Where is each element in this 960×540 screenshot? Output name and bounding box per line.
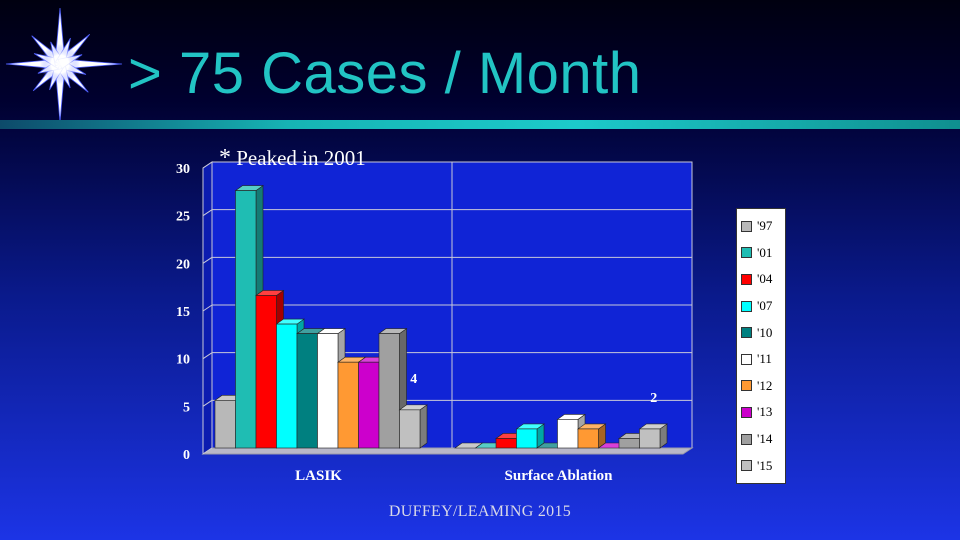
y-tick-label: 10 [176, 353, 190, 368]
annotation-text: Peaked in 2001 [236, 146, 366, 170]
y-tick-label: 20 [176, 257, 190, 272]
legend-swatch [741, 220, 752, 232]
legend-item: '12 [741, 373, 785, 400]
y-tick-label: 15 [176, 305, 190, 320]
legend-label: '11 [757, 351, 772, 367]
bar-front [495, 438, 517, 449]
legend-item: '11 [741, 346, 785, 373]
legend-item: '14 [741, 426, 785, 453]
legend-swatch [741, 460, 752, 472]
y-tick-label: 25 [176, 210, 190, 225]
x-tick-label: LASIK [295, 468, 342, 484]
legend-swatch [741, 327, 752, 339]
legend-label: '01 [757, 244, 773, 260]
footer-credit: DUFFEY/LEAMING 2015 [388, 503, 572, 520]
gridline-side [202, 352, 213, 360]
gridline-side [202, 209, 213, 217]
legend-label: '14 [757, 431, 773, 447]
y-tick-label: 5 [183, 400, 190, 415]
legend-swatch [741, 300, 752, 312]
legend-item: '01 [741, 240, 785, 267]
bar-front [214, 400, 236, 449]
legend-label: '07 [757, 298, 773, 314]
floor [201, 447, 694, 455]
slide-title: > 75 Cases / Month [128, 41, 642, 106]
gridline-side [202, 256, 213, 264]
starburst-glow [40, 44, 80, 84]
legend-swatch [741, 406, 752, 418]
legend-swatch [741, 380, 752, 392]
bar [638, 423, 668, 449]
y-tick-label: 30 [176, 162, 190, 177]
data-label: 2 [650, 391, 657, 406]
bars [214, 185, 668, 449]
gridline-side [202, 161, 213, 169]
legend-item: '15 [741, 452, 785, 479]
x-axis: LASIK Surface Ablation [295, 468, 613, 484]
data-labels: 42 [410, 372, 657, 406]
bar-front [235, 190, 257, 449]
legend-item: '97 [741, 213, 785, 240]
legend-swatch [741, 273, 752, 285]
gridline-side [202, 304, 213, 312]
bar-front [399, 409, 421, 449]
legend-item: '04 [741, 266, 785, 293]
legend-item: '10 [741, 319, 785, 346]
bar [378, 328, 408, 449]
chart-annotation: * Peaked in 2001 [219, 145, 366, 172]
legend-label: '12 [757, 377, 773, 393]
bar-front [358, 361, 380, 449]
data-label: 4 [410, 372, 417, 387]
bar [515, 423, 545, 449]
bar-front [639, 428, 661, 449]
bar-front [317, 333, 339, 449]
legend-label: '10 [757, 324, 773, 340]
legend-swatch [741, 433, 752, 445]
bar-front [276, 323, 298, 449]
legend-label: '15 [757, 457, 773, 473]
bar-front [378, 333, 400, 449]
bar-front [296, 333, 318, 449]
title-divider [0, 120, 960, 129]
bar-front [618, 438, 640, 449]
y-axis: 0 5 10 15 20 25 30 [176, 162, 190, 463]
legend-item: '13 [741, 399, 785, 426]
legend-swatch [741, 353, 752, 365]
bar-front [577, 428, 599, 449]
gridline-side [202, 447, 213, 455]
bar-front [557, 419, 579, 449]
gridline-side [202, 399, 213, 407]
y-tick-label: 0 [183, 448, 190, 463]
bar [577, 423, 607, 449]
legend-label: '13 [757, 404, 773, 420]
annotation-asterisk: * [219, 145, 231, 171]
bar-front [255, 295, 277, 449]
bar-front [337, 361, 359, 449]
legend-item: '07 [741, 293, 785, 320]
starburst-logo [5, 7, 123, 123]
x-tick-label: Surface Ablation [505, 468, 614, 484]
legend-label: '04 [757, 271, 773, 287]
bar-front [516, 428, 538, 449]
bar [398, 404, 428, 449]
bar-side [419, 404, 428, 449]
chart-legend: '97 '01 '04 '07 '10 '11 '12 '13 '14 '15 [736, 208, 786, 484]
legend-swatch [741, 247, 752, 259]
legend-label: '97 [757, 218, 773, 234]
